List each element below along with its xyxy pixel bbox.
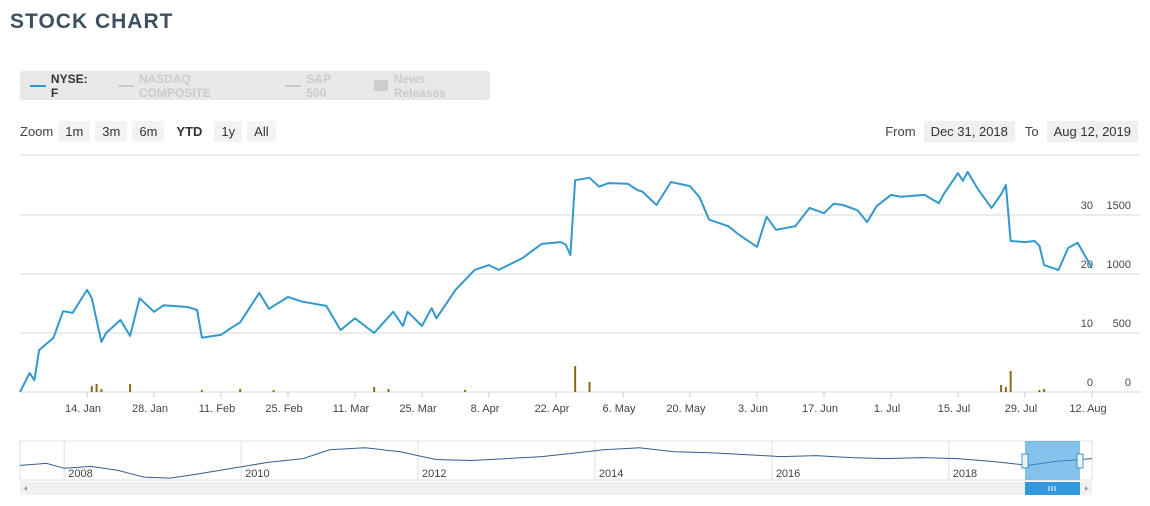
scroll-right-arrow[interactable] (1085, 486, 1088, 491)
navigator-tick-label: 2018 (953, 468, 977, 480)
x-tick-label: 15. Jul (938, 403, 970, 415)
volume-bar (95, 383, 98, 392)
x-tick-label: 3. Jun (738, 403, 768, 415)
zoom-button[interactable]: YTD (169, 121, 210, 142)
legend-item[interactable]: NYSE: F (30, 72, 98, 100)
navigator-frame (19, 440, 1093, 481)
volume-bar (464, 389, 467, 392)
x-tick-label: 28. Jan (132, 403, 168, 415)
x-tick-label: 11. Mar (333, 403, 370, 415)
zoom-button[interactable]: 1m (58, 121, 91, 142)
legend-swatch (373, 80, 388, 91)
date-range: From Dec 31, 2018 To Aug 12, 2019 (885, 121, 1138, 142)
x-tick-label: 29. Jul (1005, 403, 1037, 415)
legend-swatch (285, 84, 302, 87)
volume-bar (574, 366, 577, 392)
x-tick-label: 6. May (602, 403, 636, 415)
legend-label: NASDAQ COMPOSITE (138, 71, 211, 100)
legend-swatch (30, 84, 46, 87)
volume-bar (129, 383, 132, 392)
navigator-tick-label: 2016 (776, 468, 800, 480)
volume-bar (200, 389, 203, 392)
legend-item[interactable]: News Releases (373, 71, 480, 100)
x-tick-label: 25. Mar (399, 403, 437, 415)
navigator-tick-label: 2014 (599, 468, 623, 480)
navigator-tick-label: 2008 (68, 468, 92, 480)
x-tick-label: 14. Jan (65, 403, 101, 415)
y-tick-label: 30 (1081, 200, 1093, 212)
volume-bar (373, 387, 376, 392)
legend-item[interactable]: NASDAQ COMPOSITE (117, 71, 266, 100)
to-label: To (1024, 124, 1039, 139)
scroll-left-arrow[interactable] (24, 486, 27, 491)
volume-bar (1000, 385, 1003, 392)
navigator-line (19, 447, 1093, 479)
volume-bar (239, 389, 242, 392)
zoom-button[interactable]: All (247, 121, 276, 142)
x-tick-label: 25. Feb (265, 403, 302, 415)
zoom-bar: Zoom 1m 3m 6m YTD 1y All (20, 121, 276, 142)
legend-label: NYSE: F (50, 71, 88, 100)
x-tick-label: 8. Apr (471, 403, 500, 415)
volume-bar (90, 386, 93, 392)
scrollbar-grip (1048, 486, 1056, 491)
legend-label: S&P 500 (306, 71, 331, 100)
navigator-selection (1025, 441, 1080, 480)
y2-tick-label: 500 (1113, 318, 1131, 330)
x-tick-label: 20. May (666, 403, 706, 415)
volume-bar (272, 389, 275, 392)
navigator-handle (1076, 453, 1084, 469)
navigator-tick-label: 2010 (245, 468, 269, 480)
y2-tick-label: 0 (1125, 377, 1131, 389)
from-label: From (885, 124, 916, 139)
y-tick-label: 10 (1081, 318, 1093, 330)
x-tick-label: 1. Jul (874, 403, 900, 415)
y2-tick-label: 1500 (1107, 200, 1131, 212)
volume-bar (1043, 389, 1046, 392)
x-tick-label: 11. Feb (199, 403, 236, 415)
y-tick-label: 0 (1087, 377, 1093, 389)
y2-tick-label: 1000 (1107, 259, 1131, 271)
x-tick-label: 22. Apr (535, 403, 570, 415)
zoom-button[interactable]: 6m (132, 121, 165, 142)
legend-swatch (117, 84, 134, 87)
legend-label: News Releases (393, 71, 446, 100)
zoom-label: Zoom (20, 124, 54, 139)
volume-bar (100, 389, 103, 392)
x-tick-label: 17. Jun (802, 403, 838, 415)
zoom-button[interactable]: 1y (214, 121, 243, 142)
zoom-button[interactable]: 3m (95, 121, 128, 142)
navigator-tick-label: 2012 (422, 468, 446, 480)
volume-bar (588, 381, 591, 392)
y-tick-label: 20 (1081, 259, 1093, 271)
volume-bar (387, 389, 390, 392)
navigator-handle (1021, 453, 1029, 469)
x-tick-label: 12. Aug (1069, 403, 1106, 415)
to-input[interactable]: Aug 12, 2019 (1046, 121, 1138, 142)
volume-bar (1009, 370, 1012, 392)
page-title: STOCK CHART (10, 10, 174, 33)
price-line (19, 170, 1093, 393)
scrollbar-track[interactable] (20, 482, 1092, 495)
legend-item[interactable]: S&P 500 (285, 72, 353, 100)
from-input[interactable]: Dec 31, 2018 (923, 121, 1015, 142)
volume-bar (1004, 387, 1007, 392)
volume-bar (1038, 389, 1041, 392)
legend: NYSE: F NASDAQ COMPOSITE S&P 500 News Re… (20, 71, 490, 100)
